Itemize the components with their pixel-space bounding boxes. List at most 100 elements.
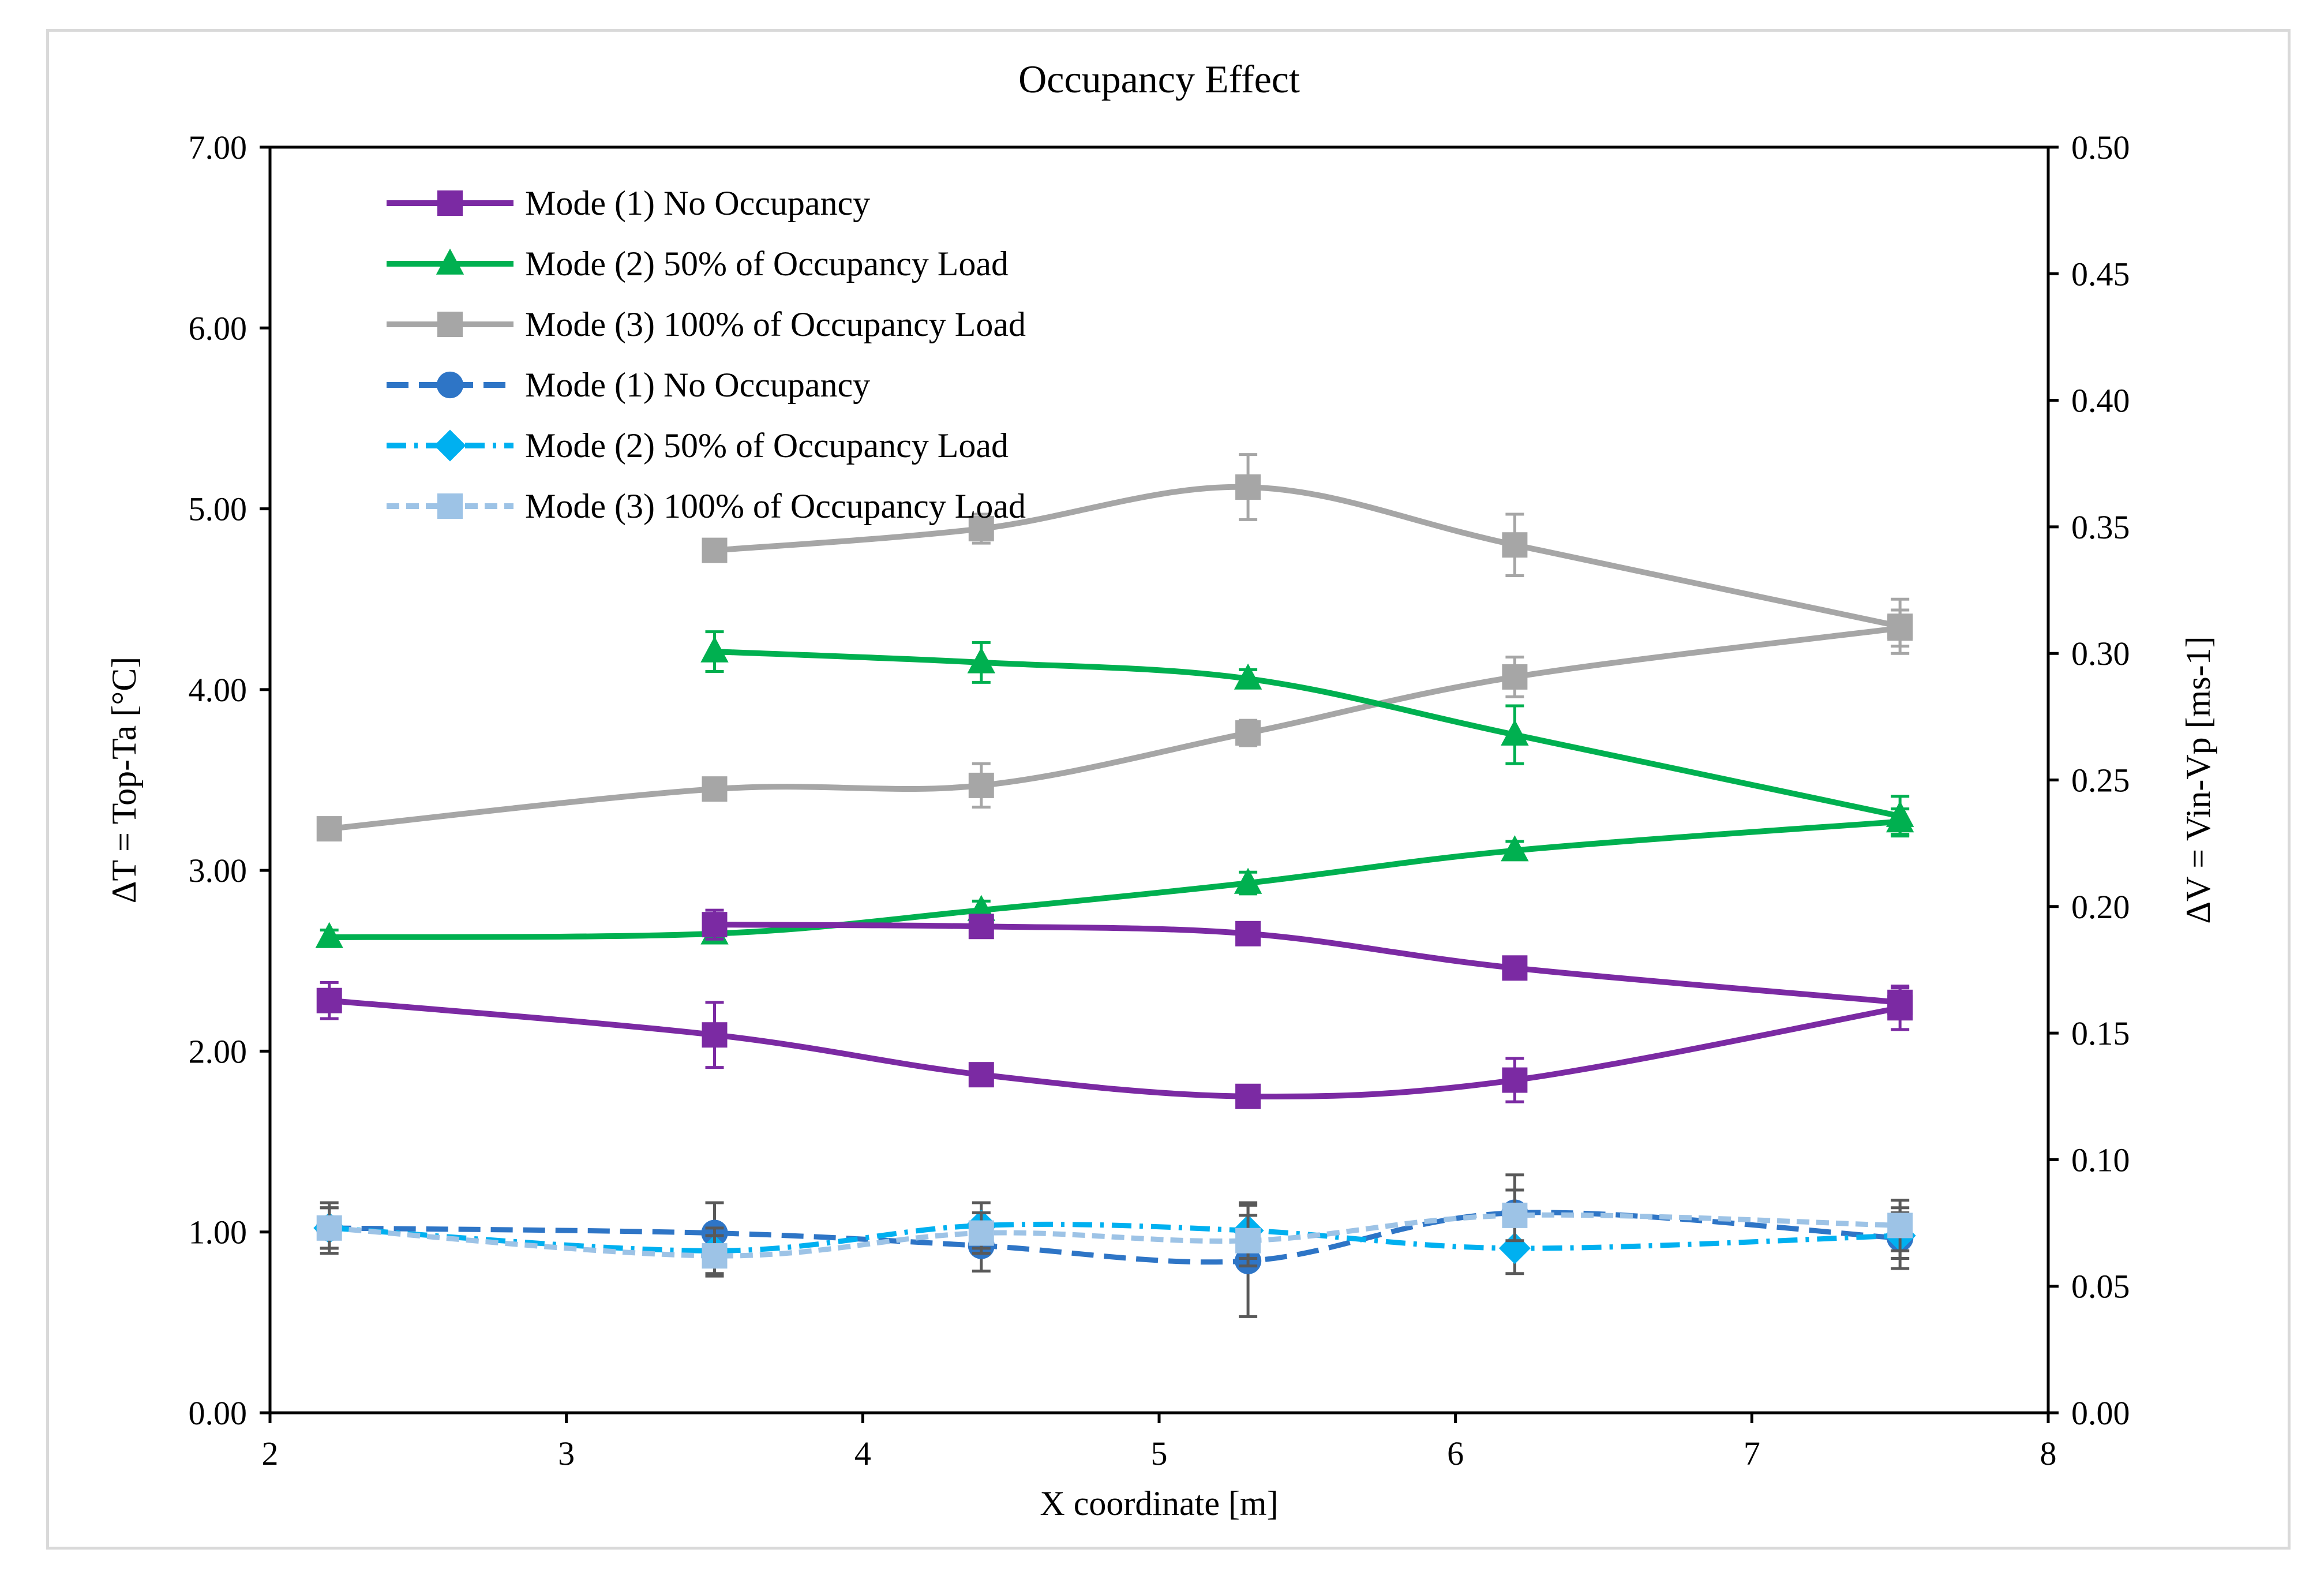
data-point (702, 1022, 728, 1048)
series-9 (316, 1188, 1913, 1278)
legend-item-6: Mode (3) 100% of Occupancy Load (387, 487, 1026, 525)
series-1 (316, 981, 1913, 1109)
data-point (702, 912, 728, 938)
data-point (1235, 1083, 1261, 1109)
legend-label: Mode (2) 50% of Occupancy Load (525, 426, 1009, 465)
x-tick-label: 5 (1151, 1435, 1168, 1472)
legend-item-5: Mode (2) 50% of Occupancy Load (387, 426, 1009, 465)
data-point (1235, 720, 1261, 746)
data-point (1887, 989, 1913, 1015)
y-left-tick-label: 6.00 (189, 309, 248, 347)
y-left-tick-label: 5.00 (189, 491, 248, 528)
series-line (329, 625, 1901, 832)
series-line (329, 1212, 1901, 1259)
data-point (1235, 1228, 1261, 1254)
legend-item-3: Mode (3) 100% of Occupancy Load (387, 305, 1026, 343)
legend-swatch-marker (437, 190, 463, 216)
y-axis-right-label: ΔV = Vin-Vp [ms-1] (2179, 636, 2217, 923)
y-right-tick-label: 0.30 (2071, 635, 2130, 672)
y-left-tick-label: 0.00 (189, 1394, 248, 1432)
y-right-tick-label: 0.25 (2071, 762, 2130, 799)
legend-label: Mode (3) 100% of Occupancy Load (525, 487, 1026, 525)
y-right-tick-label: 0.00 (2071, 1394, 2130, 1432)
y-left-tick-label: 2.00 (189, 1032, 248, 1070)
data-point (1502, 664, 1528, 690)
data-point (1887, 613, 1913, 639)
data-point (968, 1062, 994, 1088)
chart-marks (313, 453, 1916, 1318)
data-point (1501, 719, 1529, 746)
legend-label: Mode (2) 50% of Occupancy Load (525, 245, 1009, 283)
y-right-tick-label: 0.15 (2071, 1015, 2130, 1052)
data-point (1502, 1067, 1528, 1093)
legend-item-1: Mode (1) No Occupancy (387, 184, 870, 222)
legend-swatch-marker (434, 429, 466, 462)
y-left-tick-label: 7.00 (189, 129, 248, 166)
data-point (1234, 867, 1262, 894)
data-point (968, 772, 994, 798)
series-line (329, 997, 1901, 1100)
data-point (702, 1243, 728, 1269)
legend-swatch-marker (436, 371, 464, 399)
x-tick-label: 4 (854, 1435, 871, 1472)
legend-label: Mode (1) No Occupancy (525, 366, 870, 404)
legend-label: Mode (1) No Occupancy (525, 184, 870, 222)
y-left-tick-label: 4.00 (189, 671, 248, 709)
y-right-tick-label: 0.35 (2071, 508, 2130, 546)
x-tick-label: 6 (1447, 1435, 1464, 1472)
data-point (1502, 1202, 1528, 1228)
series-line (329, 818, 1901, 941)
data-point (1501, 835, 1529, 862)
series-3 (316, 608, 1913, 842)
y-right-tick-label: 0.05 (2071, 1268, 2130, 1305)
data-point (1502, 532, 1528, 558)
x-tick-label: 3 (558, 1435, 575, 1472)
data-point (700, 636, 729, 663)
axis-ticks: 2 3 4 5 6 7 8 0.00 1.00 2.00 3.00 4.00 5.00 6.00 7.00 0… (189, 129, 2130, 1472)
data-point (1234, 663, 1262, 690)
series-line (714, 649, 1901, 820)
series-line (329, 1221, 1901, 1254)
data-point (1235, 474, 1261, 500)
data-point (968, 914, 994, 940)
data-point (316, 816, 342, 842)
legend-swatch-marker (437, 312, 463, 337)
y-left-tick-label: 1.00 (189, 1214, 248, 1251)
data-point (1887, 1213, 1913, 1238)
data-point (316, 1215, 342, 1241)
chart-title: Occupancy Effect (1018, 57, 1300, 101)
line-chart: 2 3 4 5 6 7 8 0.00 1.00 2.00 3.00 4.00 5.00 6.00 7.00 0… (105, 57, 2217, 1522)
legend: Mode (1) No Occupancy Mode (2) 50% of Occ… (387, 184, 1026, 525)
data-point (968, 1220, 994, 1246)
data-point (702, 537, 728, 563)
data-point (1235, 921, 1261, 946)
series-6 (702, 453, 1913, 655)
chart-frame: 2 3 4 5 6 7 8 0.00 1.00 2.00 3.00 4.00 5.00 6.00 7.00 0… (46, 29, 2291, 1550)
series-5 (700, 630, 1914, 838)
data-point (702, 776, 728, 802)
y-right-tick-label: 0.50 (2071, 129, 2130, 166)
legend-swatch-marker (436, 248, 464, 275)
data-point (968, 516, 994, 542)
data-point (315, 922, 343, 948)
legend-swatch-marker (437, 493, 463, 519)
y-right-tick-label: 0.45 (2071, 255, 2130, 293)
legend-item-4: Mode (1) No Occupancy (387, 366, 870, 404)
y-axis-left-label: ΔT = Top-Ta [°C] (105, 657, 143, 903)
data-point (967, 647, 995, 673)
legend-label: Mode (3) 100% of Occupancy Load (525, 305, 1026, 343)
series-line (714, 484, 1901, 630)
y-right-tick-label: 0.10 (2071, 1141, 2130, 1178)
x-tick-label: 8 (2040, 1435, 2057, 1472)
data-point (1502, 955, 1528, 981)
data-point (316, 987, 342, 1013)
y-left-tick-label: 3.00 (189, 852, 248, 889)
data-point (1886, 800, 1914, 827)
series-line (329, 1210, 1901, 1265)
y-right-tick-label: 0.40 (2071, 382, 2130, 420)
series-4 (702, 908, 1913, 1019)
x-axis-label: X coordinate [m] (1040, 1484, 1278, 1522)
y-right-tick-label: 0.20 (2071, 888, 2130, 926)
legend-item-2: Mode (2) 50% of Occupancy Load (387, 245, 1009, 283)
series-line (714, 922, 1901, 1005)
